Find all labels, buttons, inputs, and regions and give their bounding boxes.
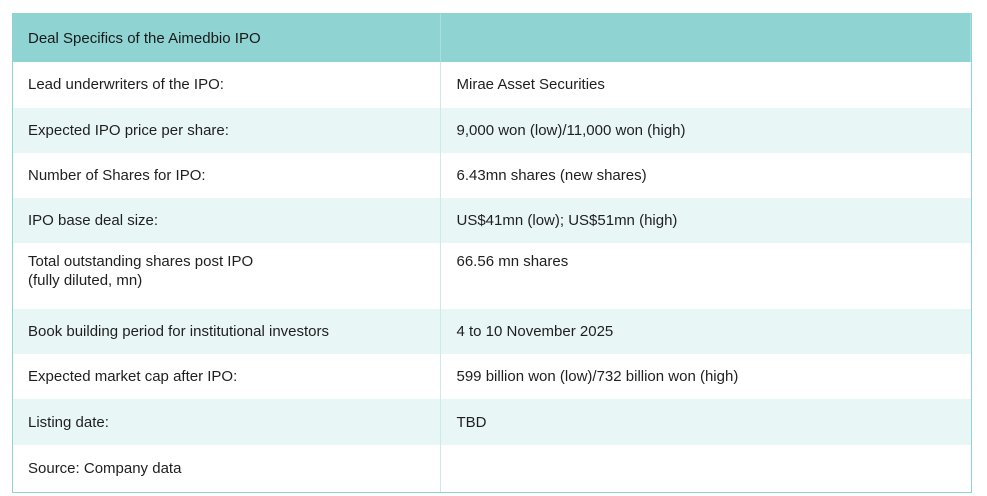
table-row-ipo-price: Expected IPO price per share: 9,000 won … bbox=[13, 107, 971, 153]
table-row-lead-underwriters: Lead underwriters of the IPO: Mirae Asse… bbox=[13, 62, 971, 108]
row-label: Expected market cap after IPO: bbox=[13, 354, 441, 400]
row-value: Mirae Asset Securities bbox=[440, 62, 971, 108]
row-label-line1: Total outstanding shares post IPO bbox=[28, 253, 254, 271]
table-row-number-of-shares: Number of Shares for IPO: 6.43mn shares … bbox=[13, 152, 971, 199]
table-row-source: Source: Company data bbox=[13, 444, 971, 492]
row-value: TBD bbox=[440, 399, 971, 445]
row-label: Total outstanding shares post IPO (fully… bbox=[13, 243, 441, 309]
row-value: 66.56 mn shares bbox=[440, 243, 971, 309]
row-label: Listing date: bbox=[13, 399, 441, 445]
table-header-row: Deal Specifics of the Aimedbio IPO bbox=[13, 14, 971, 63]
row-value: 6.43mn shares (new shares) bbox=[440, 152, 971, 199]
table-row-book-building: Book building period for institutional i… bbox=[13, 308, 971, 355]
table-title: Deal Specifics of the Aimedbio IPO bbox=[13, 14, 441, 63]
row-value: 599 billion won (low)/732 billion won (h… bbox=[440, 354, 971, 400]
row-label: Number of Shares for IPO: bbox=[13, 152, 441, 199]
table-header-empty-cell bbox=[440, 14, 971, 63]
row-label: Expected IPO price per share: bbox=[13, 107, 441, 153]
row-label: Book building period for institutional i… bbox=[13, 308, 441, 355]
source-note: Source: Company data bbox=[13, 444, 441, 492]
table-row-listing-date: Listing date: TBD bbox=[13, 399, 971, 445]
row-label: IPO base deal size: bbox=[13, 198, 441, 244]
deal-specifics-table-container: Deal Specifics of the Aimedbio IPO Lead … bbox=[12, 13, 972, 493]
deal-specifics-table: Deal Specifics of the Aimedbio IPO Lead … bbox=[13, 14, 971, 492]
row-label-line2: (fully diluted, mn) bbox=[28, 272, 143, 290]
row-label: Lead underwriters of the IPO: bbox=[13, 62, 441, 108]
table-row-market-cap: Expected market cap after IPO: 599 billi… bbox=[13, 354, 971, 400]
table-row-outstanding-shares: Total outstanding shares post IPO (fully… bbox=[13, 243, 971, 309]
row-value: 4 to 10 November 2025 bbox=[440, 308, 971, 355]
row-value: US$41mn (low); US$51mn (high) bbox=[440, 198, 971, 244]
source-empty-cell bbox=[440, 444, 971, 492]
row-value: 9,000 won (low)/11,000 won (high) bbox=[440, 107, 971, 153]
table-row-base-deal-size: IPO base deal size: US$41mn (low); US$51… bbox=[13, 198, 971, 244]
